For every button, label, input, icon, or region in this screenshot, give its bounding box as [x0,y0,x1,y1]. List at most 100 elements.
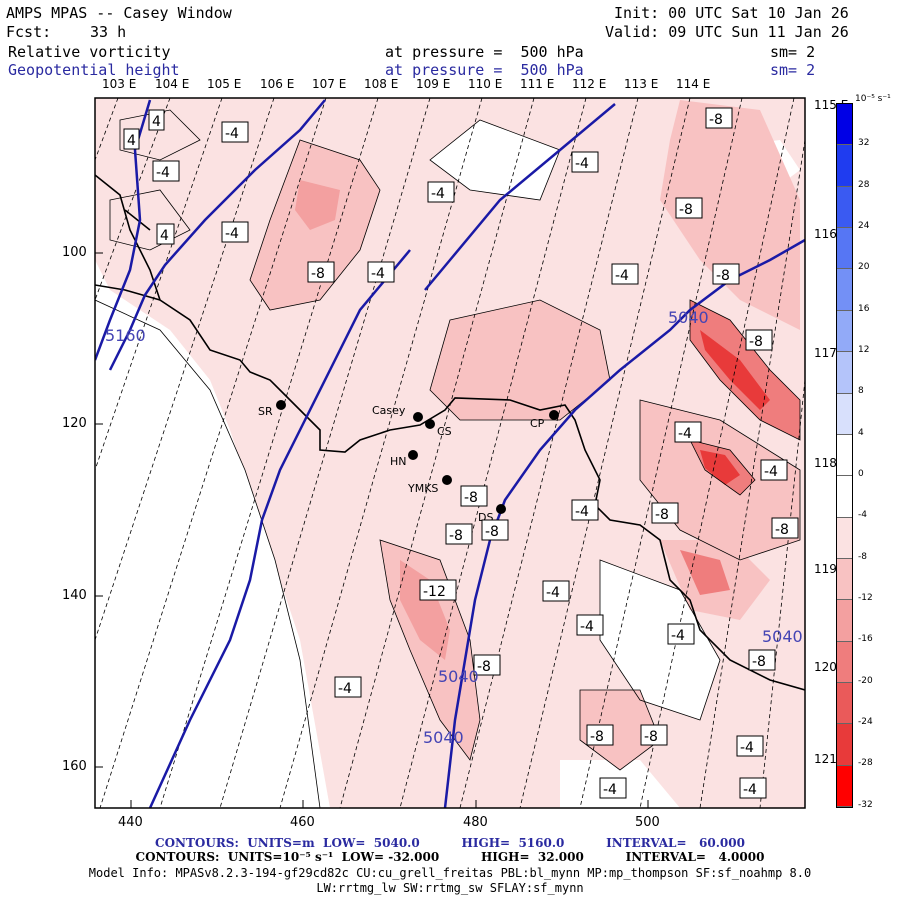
colorbar-units: 10⁻⁵ s⁻¹ [855,94,891,104]
y-tick-label: 140 [62,588,87,603]
contour-label: -4 [580,619,594,635]
height-label: 5160 [105,326,146,345]
station-label: Casey [372,404,406,417]
colorbar-tick-label: 20 [858,262,870,273]
colorbar-swatch [837,186,852,229]
colorbar-swatch [837,145,852,187]
x-tick-label: 460 [290,815,315,830]
contour-label: -4 [615,268,629,284]
contour-label: -4 [575,504,589,520]
contour-label: -4 [371,266,385,282]
colorbar-tick-label: 4 [858,427,864,438]
colorbar [836,103,853,808]
field2-smoothing: sm= 2 [770,61,816,79]
contour-label: -4 [603,782,617,798]
contour-label: -8 [590,729,604,745]
contour-label: 4 [160,228,169,244]
contour-label: -8 [752,654,766,670]
station-dot [442,475,452,485]
lon-label-top: 104 E [155,77,190,91]
model-info: Model Info: MPASv8.2.3-194-gf29cd82c CU:… [88,866,812,880]
field1-pressure: at pressure = 500 hPa [385,43,584,61]
lon-label-top: 103 E [102,77,137,91]
colorbar-tick-label: -4 [858,510,867,521]
contour-label: -4 [225,126,239,142]
colorbar-swatch [837,724,852,766]
colorbar-swatch [837,683,852,725]
station-dot [408,450,418,460]
contour-label: -8 [679,202,693,218]
colorbar-swatch [837,641,852,684]
stations: SR Casey CS HN YMKS DS CP [258,400,559,524]
station-dot [549,410,559,420]
graticule [95,98,805,808]
station-dot [276,400,286,410]
lon-label-top: 112 E [572,77,607,91]
colorbar-tick-label: 8 [858,386,864,397]
contour-label: -4 [546,585,560,601]
field1-smoothing: sm= 2 [770,43,816,61]
model-info-physics: LW:rrtmg_lw SW:rrtmg_sw SFLAY:sf_mynn [316,881,584,895]
y-tick-label: 160 [62,759,87,774]
plot-title: AMPS MPAS -- Casey Window [6,4,232,22]
colorbar-swatch [837,765,852,808]
station-label: YMKS [407,482,438,495]
contour-label: -4 [764,464,778,480]
contour-label: -4 [431,186,445,202]
lon-label-top: 114 E [676,77,711,91]
colorbar-tick-label: 16 [858,303,870,314]
field2-pressure: at pressure = 500 hPa [385,61,584,79]
colorbar-swatch [837,558,852,601]
station-label: HN [390,455,407,468]
vorticity-contour-info: CONTOURS: UNITS=10⁻⁵ s⁻¹ LOW= -32.000 HI… [135,850,765,864]
contour-label: -8 [449,528,463,544]
vorticity-labels: 4 4 4 -4 -4 -4 -4 -4 -4 -4 -4 -4 -4 -4 -… [123,107,799,799]
colorbar-tick-label: -20 [858,675,873,686]
colorbar-swatch [837,434,852,477]
x-tick-label: 440 [118,815,143,830]
height-labels: 5160 5040 5040 5040 5040 [105,308,803,747]
contour-label: -8 [749,334,763,350]
lon-label-top: 107 E [312,77,347,91]
height-contours [95,99,805,808]
field1-name: Relative vorticity [8,43,171,61]
contour-label: -4 [678,426,692,442]
contour-label: -8 [775,522,789,538]
height-label: 5040 [668,308,709,327]
station-label: CS [437,425,452,438]
colorbar-swatch [837,228,852,270]
height-label: 5040 [438,667,479,686]
lon-label-top: 111 E [520,77,555,91]
colorbar-tick-label: 32 [858,138,870,149]
contour-label: -4 [575,156,589,172]
init-time: Init: 00 UTC Sat 10 Jan 26 [614,4,849,22]
forecast-hour: 33 h [90,23,127,41]
valid-time: Valid: 09 UTC Sun 11 Jan 26 [605,23,849,41]
contour-label: 4 [127,133,136,149]
lon-label-top: 113 E [624,77,659,91]
station-dot [496,504,506,514]
colorbar-swatch [837,104,852,146]
contour-label: -8 [477,659,491,675]
lon-label-top: 106 E [260,77,295,91]
colorbar-tick-label: -32 [858,799,873,810]
colorbar-swatch [837,352,852,394]
lon-label-top: 108 E [364,77,399,91]
lon-label-top: 109 E [416,77,451,91]
contour-label: -8 [485,524,499,540]
colorbar-tick-label: -16 [858,634,873,645]
colorbar-swatch [837,310,852,353]
y-tick-label: 120 [62,416,87,431]
height-label: 5040 [423,728,464,747]
colorbar-tick-label: 0 [858,468,864,479]
axis-ticks [95,252,649,808]
contour-label: -8 [716,268,730,284]
colorbar-tick-label: -8 [858,551,867,562]
colorbar-swatch [837,269,852,311]
height-label: 5040 [762,627,803,646]
station-dot [413,412,423,422]
y-tick-label: 100 [62,245,87,260]
colorbar-swatch [837,393,852,435]
contour-label: -12 [423,584,446,600]
